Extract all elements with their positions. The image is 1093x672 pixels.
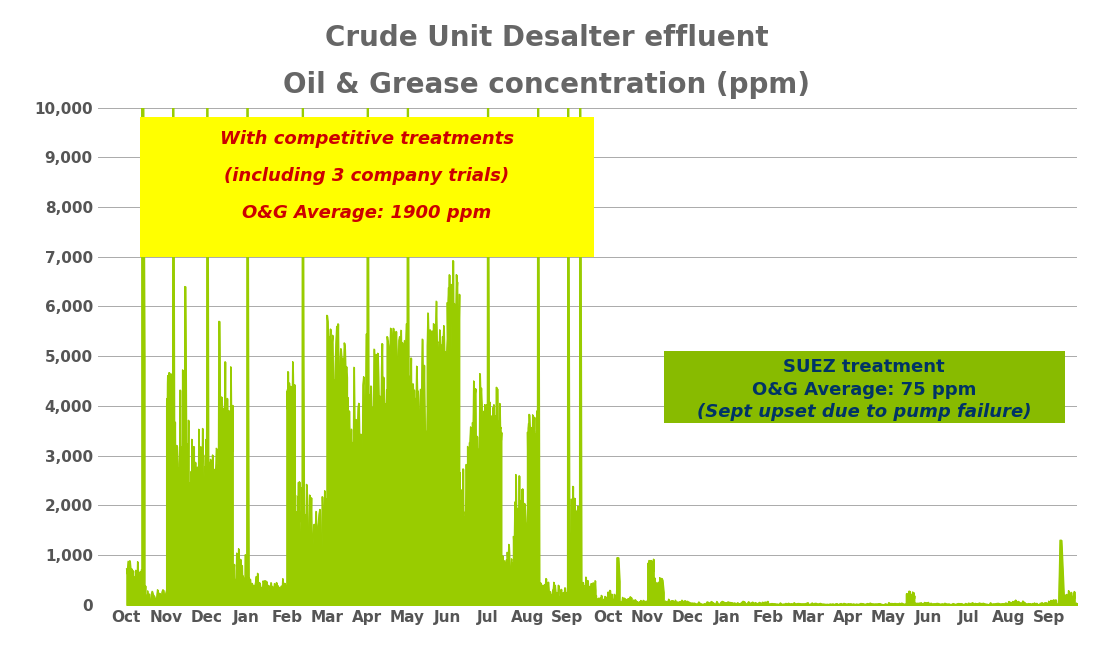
Text: SUEZ treatment: SUEZ treatment — [784, 358, 945, 376]
FancyBboxPatch shape — [141, 118, 593, 257]
Text: (including 3 company trials): (including 3 company trials) — [224, 167, 509, 185]
Text: O&G Average: 75 ppm: O&G Average: 75 ppm — [752, 380, 976, 398]
FancyBboxPatch shape — [663, 351, 1065, 423]
Text: O&G Average: 1900 ppm: O&G Average: 1900 ppm — [243, 204, 492, 222]
Text: Oil & Grease concentration (ppm): Oil & Grease concentration (ppm) — [283, 71, 810, 99]
Text: Crude Unit Desalter effluent: Crude Unit Desalter effluent — [325, 24, 768, 52]
Text: (Sept upset due to pump failure): (Sept upset due to pump failure) — [697, 403, 1032, 421]
Text: With competitive treatments: With competitive treatments — [220, 130, 514, 148]
